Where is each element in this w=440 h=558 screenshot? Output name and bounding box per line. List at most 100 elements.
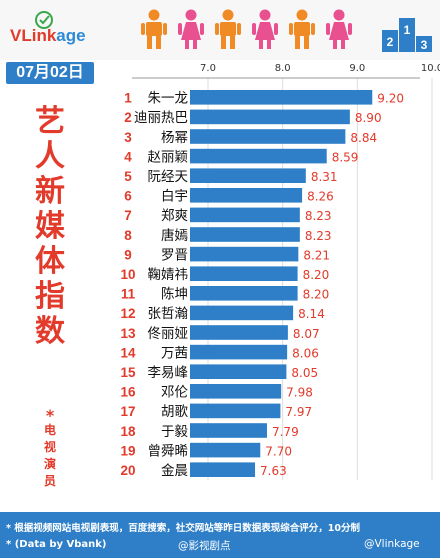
rank-label: 18 — [120, 424, 136, 439]
bar — [190, 442, 261, 458]
category-label: 赵丽颖 — [148, 149, 189, 165]
bar — [190, 109, 350, 125]
value-label: 8.26 — [307, 190, 334, 204]
value-label: 8.20 — [303, 268, 330, 282]
bar — [190, 129, 346, 144]
person-figure-icon — [141, 9, 167, 49]
footnote: * 根据视频网站电视剧表现，百度搜索，社交网站等昨日数据表现综合评分，10分制 — [6, 523, 360, 534]
rank-label: 10 — [120, 267, 135, 282]
category-label: 张哲瀚 — [148, 306, 189, 322]
category-label: 朱一龙 — [148, 91, 189, 107]
category-label: 佟丽娅 — [148, 326, 189, 342]
category-label: 白宇 — [161, 189, 188, 205]
watermark-left: @影视剧点 — [178, 540, 231, 552]
rank-label: 5 — [124, 169, 132, 184]
bar — [190, 325, 288, 340]
bar — [190, 266, 298, 281]
rank-label: 20 — [120, 463, 135, 478]
rank-label: 8 — [124, 228, 132, 243]
bar — [190, 384, 282, 399]
category-label: 迪丽热巴 — [134, 110, 188, 126]
bar — [190, 364, 287, 379]
x-tick-label: 9.0 — [349, 63, 365, 74]
rank-label: 12 — [120, 306, 135, 321]
bar — [190, 246, 299, 262]
person-figure-icon — [215, 9, 241, 49]
svg-text:2: 2 — [387, 35, 394, 49]
header: VLinkage 2 1 3 — [0, 0, 440, 60]
data-source: * (Data by Vbank) — [6, 539, 107, 550]
value-label: 7.70 — [265, 444, 292, 458]
person-figure-icon — [289, 9, 315, 49]
title-char: 艺 — [35, 104, 65, 139]
value-label: 7.63 — [260, 464, 287, 478]
value-label: 8.31 — [311, 170, 338, 184]
bar — [190, 188, 303, 203]
subtitle-char: 视 — [43, 440, 56, 454]
bar — [190, 344, 288, 360]
bar — [190, 462, 256, 477]
category-label: 杨幂 — [161, 130, 188, 146]
footer: * 根据视频网站电视剧表现，百度搜索，社交网站等昨日数据表现综合评分，10分制 … — [0, 512, 440, 558]
value-label: 8.90 — [355, 111, 382, 125]
svg-text:1: 1 — [404, 23, 411, 37]
title-char: 人 — [35, 139, 65, 174]
rank-label: 7 — [124, 208, 132, 223]
rank-label: 11 — [121, 287, 136, 302]
rank-label: 15 — [120, 365, 136, 380]
rank-label: 6 — [124, 189, 132, 204]
subtitle-char: 电 — [43, 423, 56, 437]
value-label: 8.21 — [303, 248, 330, 262]
value-label: 8.20 — [303, 288, 330, 302]
rank-label: 1 — [124, 91, 132, 106]
title-char: 体 — [35, 244, 65, 279]
bar — [190, 207, 300, 223]
category-label: 罗晋 — [161, 247, 188, 263]
value-label: 8.59 — [332, 150, 359, 164]
rank-label: 14 — [120, 345, 136, 360]
rank-label: 16 — [120, 385, 136, 400]
x-tick-label: 10.0 — [421, 63, 440, 74]
bar — [190, 148, 327, 164]
value-label: 8.06 — [292, 346, 319, 360]
category-label: 陈坤 — [161, 286, 188, 303]
person-figure-icon — [178, 9, 204, 49]
title-char: 数 — [35, 314, 65, 349]
category-label: 曾舜晞 — [148, 443, 189, 459]
value-label: 8.14 — [298, 307, 325, 321]
title-char: 指 — [35, 279, 65, 314]
value-label: 7.98 — [286, 386, 313, 400]
category-label: 胡歌 — [161, 404, 188, 420]
svg-text:3: 3 — [421, 38, 428, 52]
value-label: 7.79 — [272, 425, 299, 439]
rank-label: 13 — [120, 326, 136, 341]
value-label: 8.23 — [305, 209, 332, 223]
watermark-right: @Vlinkage — [364, 538, 420, 550]
value-label: 8.07 — [293, 327, 320, 341]
bar — [190, 423, 267, 438]
bar — [190, 286, 298, 301]
logo-text: VLinkage — [10, 26, 86, 45]
value-label: 8.23 — [305, 229, 332, 243]
category-label: 郑爽 — [161, 208, 188, 224]
value-label: 8.05 — [291, 366, 318, 380]
subtitle-char: 演 — [43, 457, 56, 471]
rank-label: 3 — [124, 130, 132, 145]
category-label: 鞠婧祎 — [148, 267, 189, 283]
bar — [190, 168, 306, 183]
rank-label: 19 — [120, 443, 135, 458]
bar — [190, 90, 373, 105]
category-label: 金晨 — [161, 463, 188, 479]
bar — [190, 227, 300, 242]
category-label: 邓伦 — [161, 385, 188, 401]
rank-label: 17 — [120, 404, 135, 419]
subtitle-char: 员 — [43, 474, 56, 488]
people-figures-icon — [141, 9, 352, 49]
podium-icon: 2 1 3 — [382, 18, 432, 52]
category-label: 万茜 — [161, 345, 188, 361]
value-label: 7.97 — [285, 405, 312, 419]
vlinkage-logo — [35, 11, 53, 29]
date-badge: 07月02日 — [6, 62, 94, 84]
x-tick-label: 7.0 — [200, 63, 216, 74]
rank-label: 9 — [124, 247, 132, 262]
